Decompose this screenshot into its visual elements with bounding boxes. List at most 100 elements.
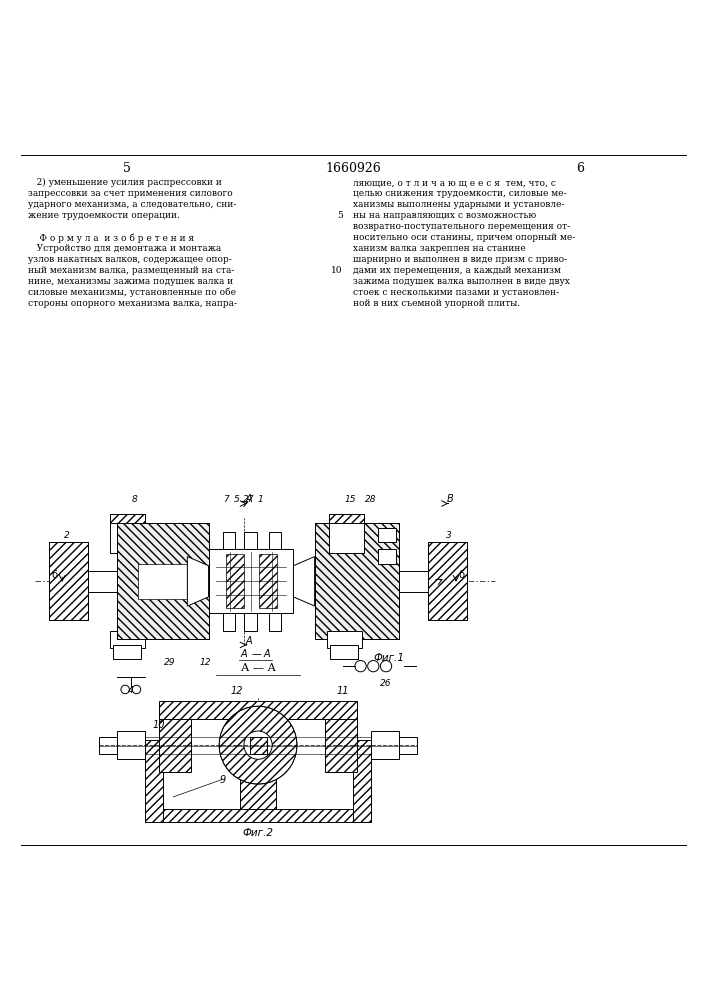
Bar <box>88 571 117 592</box>
Bar <box>99 737 117 754</box>
Text: 26: 26 <box>380 679 391 688</box>
Text: 5: 5 <box>234 495 240 504</box>
Text: Ф о р м у л а  и з о б р е т е н и я: Ф о р м у л а и з о б р е т е н и я <box>28 233 194 243</box>
Text: 5: 5 <box>123 162 132 175</box>
Bar <box>159 705 191 772</box>
Bar <box>325 705 357 772</box>
Text: —: — <box>251 649 261 659</box>
Circle shape <box>244 731 272 759</box>
Text: стороны опорного механизма валка, напра-: стороны опорного механизма валка, напра- <box>28 299 238 308</box>
Text: ляющие, о т л и ч а ю щ е е с я  тем, что, с: ляющие, о т л и ч а ю щ е е с я тем, что… <box>354 178 556 187</box>
Bar <box>399 571 428 592</box>
Bar <box>240 767 276 809</box>
Bar <box>428 542 467 620</box>
Text: ханизм валка закреплен на станине: ханизм валка закреплен на станине <box>354 244 526 253</box>
Text: силовые механизмы, установленные по обе: силовые механизмы, установленные по обе <box>28 288 236 297</box>
Text: шарнирно и выполнен в виде призм с приво-: шарнирно и выполнен в виде призм с приво… <box>354 255 568 264</box>
Text: A: A <box>245 636 252 646</box>
Text: нине, механизмы зажима подушек валка и: нине, механизмы зажима подушек валка и <box>28 277 233 286</box>
Text: 1660926: 1660926 <box>326 162 381 175</box>
Circle shape <box>219 706 297 784</box>
Text: б: б <box>52 570 58 580</box>
Bar <box>49 542 88 620</box>
Bar <box>159 701 357 719</box>
Text: 5: 5 <box>337 211 343 220</box>
Text: ударного механизма, а следовательно, сни-: ударного механизма, а следовательно, сни… <box>28 200 237 209</box>
Bar <box>315 523 399 639</box>
Text: 2) уменьшение усилия распрессовки и: 2) уменьшение усилия распрессовки и <box>28 178 222 187</box>
Bar <box>113 645 141 659</box>
Bar <box>49 542 88 620</box>
Text: 8: 8 <box>132 495 137 504</box>
Text: 11: 11 <box>337 686 349 696</box>
Text: возвратно-поступательного перемещения от-: возвратно-поступательного перемещения от… <box>354 222 571 231</box>
Text: 29: 29 <box>164 658 175 667</box>
Bar <box>226 554 244 608</box>
Text: стоек с несколькими пазами и установлен-: стоек с несколькими пазами и установлен- <box>354 288 560 297</box>
Text: ханизмы выполнены ударными и установле-: ханизмы выполнены ударными и установле- <box>354 200 565 209</box>
Text: носительно оси станины, причем опорный ме-: носительно оси станины, причем опорный м… <box>354 233 575 242</box>
Text: Фиг.1: Фиг.1 <box>373 653 404 663</box>
Bar <box>117 523 209 639</box>
Bar <box>354 740 371 822</box>
Text: A: A <box>240 649 247 659</box>
Text: 6: 6 <box>575 162 584 175</box>
Text: 9: 9 <box>220 775 226 785</box>
Text: узлов накатных валков, содержащее опор-: узлов накатных валков, содержащее опор- <box>28 255 232 264</box>
Bar <box>428 542 467 620</box>
Text: б: б <box>458 570 464 580</box>
Text: целью снижения трудоемкости, силовые ме-: целью снижения трудоемкости, силовые ме- <box>354 189 567 198</box>
Text: 10: 10 <box>332 266 343 275</box>
Bar <box>110 631 145 648</box>
Text: ной в них съемной упорной плиты.: ной в них съемной упорной плиты. <box>354 299 520 308</box>
Text: B: B <box>447 494 454 504</box>
Text: 3: 3 <box>446 531 452 540</box>
Text: 12: 12 <box>230 686 243 696</box>
Bar <box>371 731 399 759</box>
Bar <box>223 613 235 631</box>
Text: 4: 4 <box>128 686 134 695</box>
Text: 27: 27 <box>243 495 255 504</box>
Text: ны на направляющих с возможностью: ны на направляющих с возможностью <box>354 211 537 220</box>
Bar <box>327 631 362 648</box>
Bar <box>209 549 293 613</box>
Text: А — А: А — А <box>240 663 276 673</box>
Bar <box>110 514 145 553</box>
Bar <box>329 514 364 553</box>
Bar <box>269 613 281 631</box>
Polygon shape <box>293 557 315 606</box>
Bar <box>269 532 281 549</box>
Text: A: A <box>245 494 252 504</box>
Text: 28: 28 <box>366 495 377 504</box>
Bar <box>244 613 257 631</box>
Text: запрессовки за счет применения силового: запрессовки за счет применения силового <box>28 189 233 198</box>
Bar <box>259 554 277 608</box>
Bar <box>244 532 257 549</box>
Text: Устройство для демонтажа и монтажа: Устройство для демонтажа и монтажа <box>28 244 221 253</box>
Bar <box>399 737 417 754</box>
Bar <box>378 528 396 542</box>
Bar <box>145 740 163 822</box>
Bar <box>117 523 209 639</box>
Text: Фиг.2: Фиг.2 <box>243 828 274 838</box>
Bar <box>117 731 145 759</box>
Text: 1: 1 <box>257 495 263 504</box>
Bar <box>110 514 145 523</box>
Text: зажима подушек валка выполнен в виде двух: зажима подушек валка выполнен в виде дву… <box>354 277 571 286</box>
Text: 12: 12 <box>199 658 211 667</box>
Bar <box>250 737 267 754</box>
Text: дами их перемещения, а каждый механизм: дами их перемещения, а каждый механизм <box>354 266 561 275</box>
Text: жение трудоемкости операции.: жение трудоемкости операции. <box>28 211 180 220</box>
Bar <box>330 645 358 659</box>
Polygon shape <box>187 557 209 606</box>
Text: ный механизм валка, размещенный на ста-: ный механизм валка, размещенный на ста- <box>28 266 235 275</box>
Text: 10: 10 <box>153 720 165 730</box>
Bar <box>145 809 371 822</box>
Text: 2: 2 <box>64 531 70 540</box>
Bar <box>378 549 396 564</box>
Bar <box>315 523 399 639</box>
Text: 15: 15 <box>344 495 356 504</box>
Bar <box>329 514 364 523</box>
Bar <box>223 532 235 549</box>
Bar <box>138 564 187 599</box>
